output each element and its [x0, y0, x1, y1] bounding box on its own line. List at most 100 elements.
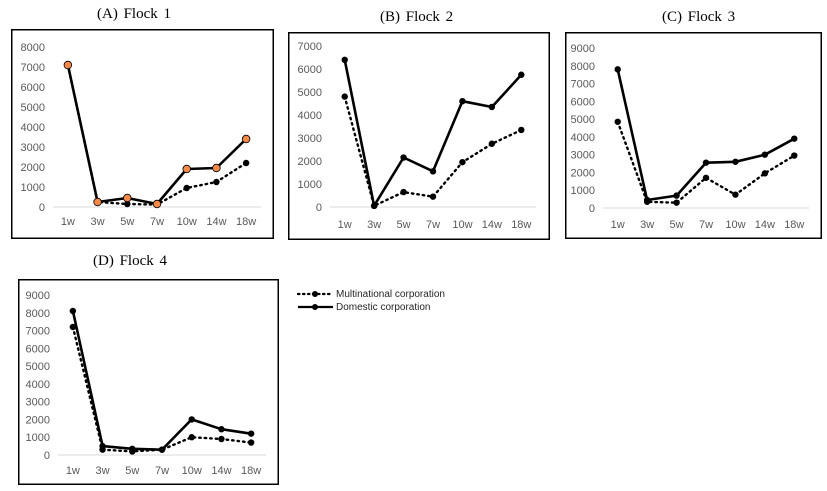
y-tick-label: 6000 — [21, 82, 45, 94]
series-line-domestic — [343, 59, 523, 208]
data-point-domestic — [188, 416, 195, 423]
data-point-domestic — [488, 103, 496, 111]
data-point-domestic — [93, 197, 102, 207]
y-tick-label: 3000 — [571, 150, 595, 162]
x-tick-label: 3w — [367, 219, 381, 231]
y-tick-label: 5000 — [571, 114, 595, 126]
x-tick-label: 7w — [150, 216, 164, 228]
data-point-domestic — [429, 168, 437, 175]
y-tick-label: 7000 — [571, 79, 595, 91]
x-tick-label: 5w — [397, 219, 411, 231]
chart-frame — [565, 32, 822, 239]
data-point-multinational — [732, 191, 739, 198]
data-point-domestic — [673, 192, 680, 199]
y-tick-label: 5000 — [298, 87, 322, 99]
y-tick-label: 8000 — [571, 61, 595, 73]
x-tick-label: 1w — [611, 219, 625, 231]
y-tick-label: 1000 — [571, 185, 595, 197]
x-tick-label: 10w — [452, 219, 472, 231]
x-tick-label: 3w — [640, 219, 654, 231]
y-tick-label: 8000 — [21, 42, 45, 54]
x-tick-label: 14w — [755, 219, 775, 231]
data-point-domestic — [152, 199, 162, 209]
x-tick-label: 7w — [426, 219, 440, 231]
data-point-domestic — [702, 159, 710, 166]
x-tick-label: 5w — [670, 219, 684, 231]
x-tick-label: 14w — [211, 465, 231, 477]
y-tick-label: 3000 — [298, 133, 322, 145]
data-point-domestic — [63, 60, 73, 70]
y-tick-label: 2000 — [571, 167, 595, 179]
data-point-multinational — [761, 170, 769, 177]
y-tick-label: 7000 — [298, 41, 322, 53]
x-tick-label: 10w — [182, 465, 202, 477]
x-tick-label: 3w — [96, 465, 110, 477]
chart-a-title: (A) Flock 1 — [97, 6, 171, 22]
y-tick-label: 6000 — [26, 343, 50, 355]
data-point-domestic — [791, 135, 798, 142]
data-point-multinational — [702, 174, 710, 181]
y-tick-label: 2000 — [26, 414, 50, 426]
y-tick-label: 1000 — [298, 179, 322, 191]
y-tick-label: 8000 — [26, 308, 50, 320]
y-tick-label: 6000 — [571, 96, 595, 108]
x-tick-label: 1w — [61, 216, 75, 228]
data-point-multinational — [183, 184, 190, 192]
data-point-multinational — [213, 178, 220, 186]
x-tick-label: 5w — [120, 216, 134, 228]
chart-d-title: (D) Flock 4 — [93, 253, 167, 269]
data-point-domestic — [370, 202, 378, 210]
data-point-multinational — [341, 93, 348, 100]
data-point-domestic — [614, 66, 621, 73]
data-point-multinational — [69, 323, 77, 331]
y-tick-label: 0 — [39, 202, 45, 214]
data-point-domestic — [123, 193, 132, 203]
y-tick-label: 2000 — [298, 156, 322, 168]
legend-multinational-label: Multinational corporation — [336, 289, 445, 300]
chart-flock-4: 0 1000 2000 3000 4000 5000 6000 7000 8000 9000 1w 3… — [18, 279, 279, 485]
legend-domestic-label: Domestic corporation — [336, 302, 430, 313]
y-tick-label: 6000 — [298, 64, 322, 76]
data-point-domestic — [732, 158, 739, 165]
x-tick-label: 18w — [236, 216, 256, 228]
data-point-domestic — [218, 426, 225, 433]
y-tick-label: 4000 — [26, 379, 50, 391]
y-tick-label: 4000 — [21, 122, 45, 134]
data-point-multinational — [400, 188, 407, 196]
x-tick-label: 10w — [177, 216, 197, 228]
data-point-domestic — [400, 154, 407, 161]
data-point-domestic — [459, 98, 466, 105]
data-point-multinational — [488, 140, 496, 147]
chart-flock-3: 0 1000 2000 3000 4000 5000 6000 7000 8000 9000 1w 3… — [565, 32, 822, 239]
data-point-domestic — [129, 445, 136, 452]
legend-multinational: Multinational corporation — [296, 289, 445, 300]
data-point-domestic — [341, 56, 348, 63]
x-tick-label: 14w — [206, 216, 226, 228]
data-point-domestic — [99, 442, 106, 450]
y-tick-label: 2000 — [21, 162, 45, 174]
x-tick-label: 5w — [125, 465, 139, 477]
x-tick-label: 14w — [482, 219, 502, 231]
data-point-domestic — [69, 307, 77, 315]
y-tick-label: 0 — [316, 202, 322, 214]
x-tick-label: 7w — [155, 465, 169, 477]
y-tick-label: 3000 — [26, 397, 50, 409]
data-point-multinational — [673, 199, 680, 206]
data-point-domestic — [212, 163, 221, 173]
y-tick-label: 9000 — [26, 290, 50, 302]
y-tick-label: 5000 — [26, 361, 50, 373]
chart-c-title: (C) Flock 3 — [662, 9, 736, 25]
data-point-multinational — [459, 158, 466, 166]
x-tick-label: 7w — [699, 219, 713, 231]
data-point-multinational — [124, 200, 131, 208]
x-tick-label: 10w — [725, 219, 745, 231]
data-point-multinational — [247, 439, 255, 446]
y-tick-label: 1000 — [21, 182, 45, 194]
data-point-multinational — [614, 118, 621, 125]
data-point-domestic — [182, 164, 191, 174]
data-point-domestic — [518, 71, 525, 78]
y-tick-label: 7000 — [21, 62, 45, 74]
y-tick-label: 7000 — [26, 326, 50, 338]
data-point-multinational — [429, 193, 437, 200]
legend: Multinational corporation Domestic corpo… — [296, 289, 445, 313]
